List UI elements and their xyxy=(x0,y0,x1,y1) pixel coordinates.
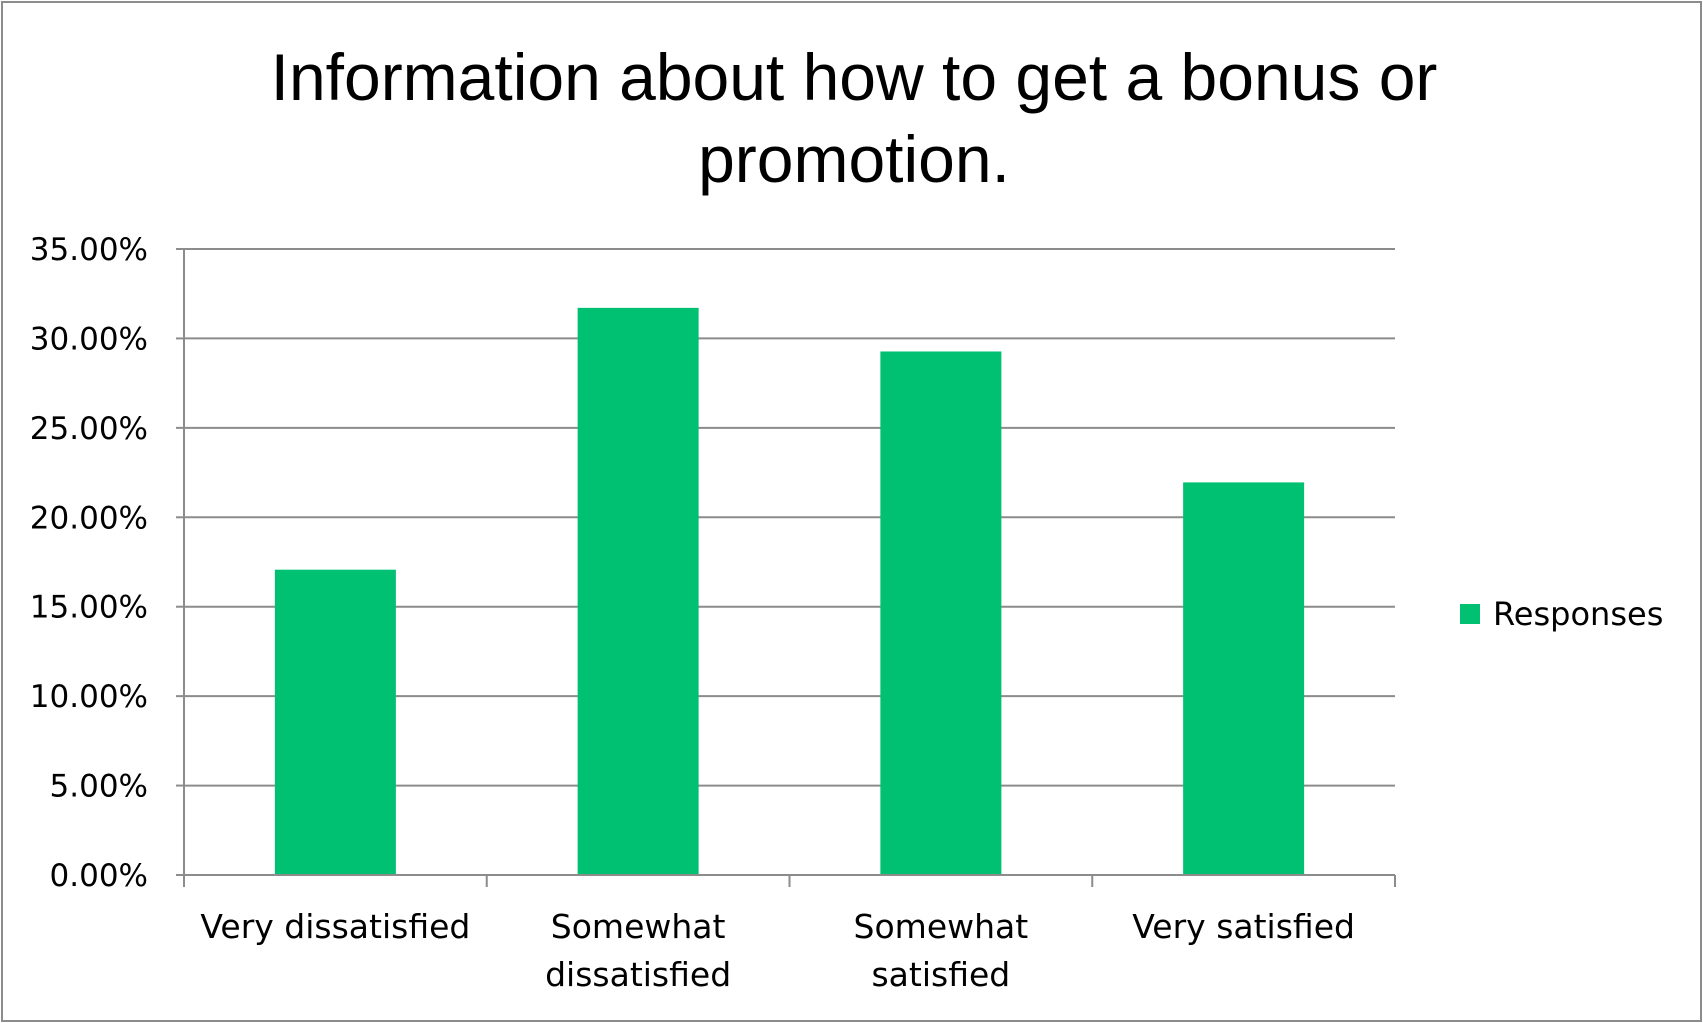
x-category-label: dissatisfied xyxy=(545,955,731,994)
bar-chart: Information about how to get a bonus or p… xyxy=(30,40,1664,994)
legend-swatch xyxy=(1460,604,1480,624)
y-tick-label: 10.00% xyxy=(30,679,148,715)
bar-4 xyxy=(1183,482,1305,875)
x-category-label: satisfied xyxy=(871,955,1010,994)
y-tick-label: 25.00% xyxy=(30,411,148,447)
bars xyxy=(274,307,1305,876)
y-tick-label: 30.00% xyxy=(30,321,148,357)
bar-3 xyxy=(880,351,1002,876)
chart-title-line-2: promotion. xyxy=(698,122,1010,196)
chart-title-line-1: Information about how to get a bonus or xyxy=(271,40,1438,114)
y-tick-label: 15.00% xyxy=(30,590,148,626)
y-tick-label: 20.00% xyxy=(30,500,148,536)
y-tick-label: 35.00% xyxy=(30,232,148,268)
legend-label: Responses xyxy=(1493,595,1663,633)
x-axis-category-labels: Very dissatisfied Somewhat dissatisfied Som… xyxy=(200,907,1355,994)
x-category-label: Very satisfied xyxy=(1132,907,1355,946)
bar-1 xyxy=(274,569,396,875)
legend: Responses xyxy=(1460,595,1663,633)
x-category-label: Very dissatisfied xyxy=(200,907,470,946)
y-axis-tick-labels: 0.00% 5.00% 10.00% 15.00% 20.00% 25.00% 30.00%… xyxy=(30,232,148,894)
y-tick-label: 0.00% xyxy=(50,858,148,894)
bar-2 xyxy=(577,307,699,875)
axes xyxy=(183,249,1396,887)
x-category-label: Somewhat xyxy=(551,907,726,946)
x-category-label: Somewhat xyxy=(854,907,1029,946)
chart-title: Information about how to get a bonus or p… xyxy=(271,40,1438,196)
y-tick-label: 5.00% xyxy=(50,769,148,805)
